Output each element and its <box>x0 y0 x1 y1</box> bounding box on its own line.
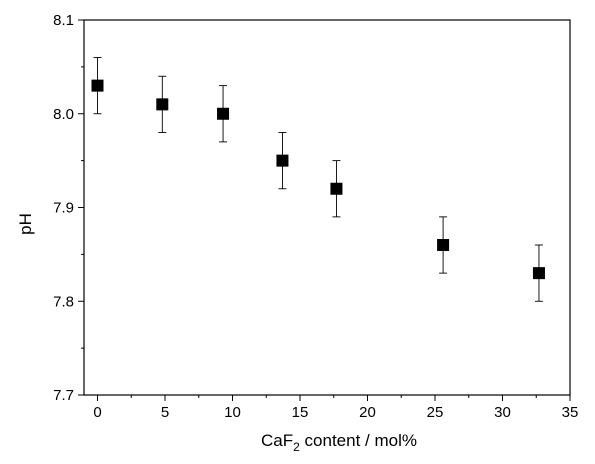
x-tick-label: 30 <box>494 404 511 421</box>
plot-area: 0 5 10 15 20 25 30 35 7.7 7.8 7.9 8.0 8.1 <box>53 12 578 421</box>
data-point <box>156 98 169 111</box>
x-axis-title-main: CaF <box>261 431 293 450</box>
y-tick-label: 7.8 <box>53 293 74 310</box>
data-points <box>91 79 545 280</box>
x-tick-label: 15 <box>292 404 309 421</box>
data-point <box>217 107 230 120</box>
x-axis-ticks: 0 5 10 15 20 25 30 35 <box>93 395 578 421</box>
y-tick-label: 8.0 <box>53 106 74 123</box>
data-point <box>532 267 545 280</box>
x-tick-label: 5 <box>161 404 169 421</box>
y-tick-label: 7.7 <box>53 387 74 404</box>
y-tick-label: 8.1 <box>53 12 74 29</box>
x-tick-label: 20 <box>359 404 376 421</box>
x-tick-label: 0 <box>93 404 101 421</box>
x-tick-label: 10 <box>224 404 241 421</box>
data-point <box>437 239 450 251</box>
y-tick-label: 7.9 <box>53 200 74 217</box>
data-point <box>276 154 289 167</box>
x-axis-title-subscript: 2 <box>293 440 300 454</box>
error-bars <box>93 57 543 302</box>
data-point <box>91 79 104 92</box>
x-tick-label: 35 <box>562 404 579 421</box>
y-axis-ticks: 7.7 7.8 7.9 8.0 8.1 <box>53 12 84 404</box>
x-axis-title-rest: content / mol% <box>300 431 417 450</box>
x-tick-label: 25 <box>427 404 444 421</box>
data-point <box>330 182 343 195</box>
axis-frame <box>83 19 571 396</box>
y-axis-title: pH <box>16 213 35 235</box>
x-axis-title: CaF2 content / mol% <box>261 431 417 454</box>
